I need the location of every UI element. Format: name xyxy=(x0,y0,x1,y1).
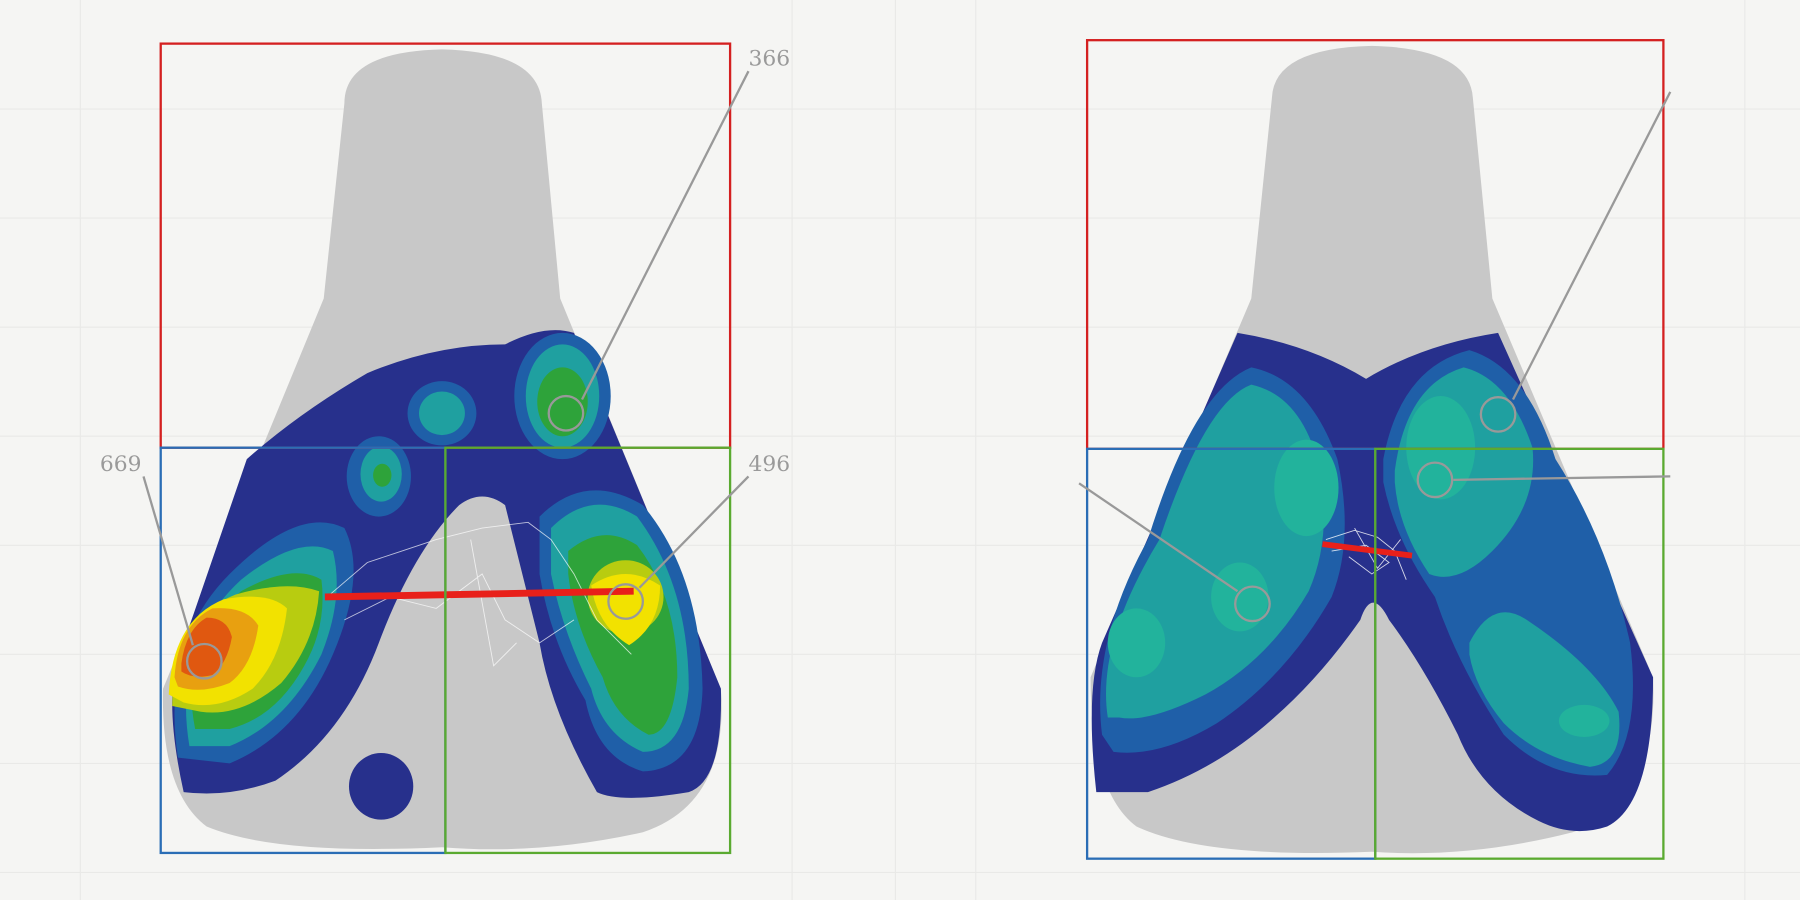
left-panel: 366 669 496 xyxy=(100,42,790,855)
heat-peak xyxy=(181,617,232,677)
zone-right xyxy=(444,446,732,855)
cop-line xyxy=(324,587,634,601)
callouts xyxy=(1078,91,1672,623)
zone-right xyxy=(1374,447,1665,860)
annotation-label: 669 xyxy=(100,452,142,477)
annotation-label: 496 xyxy=(748,452,790,477)
heat-spot xyxy=(348,753,414,820)
annotation-label: 366 xyxy=(748,47,790,72)
callouts xyxy=(142,70,750,680)
cop-line xyxy=(1322,541,1413,559)
right-panel xyxy=(1078,39,1672,860)
heat-aqua xyxy=(1107,396,1610,737)
